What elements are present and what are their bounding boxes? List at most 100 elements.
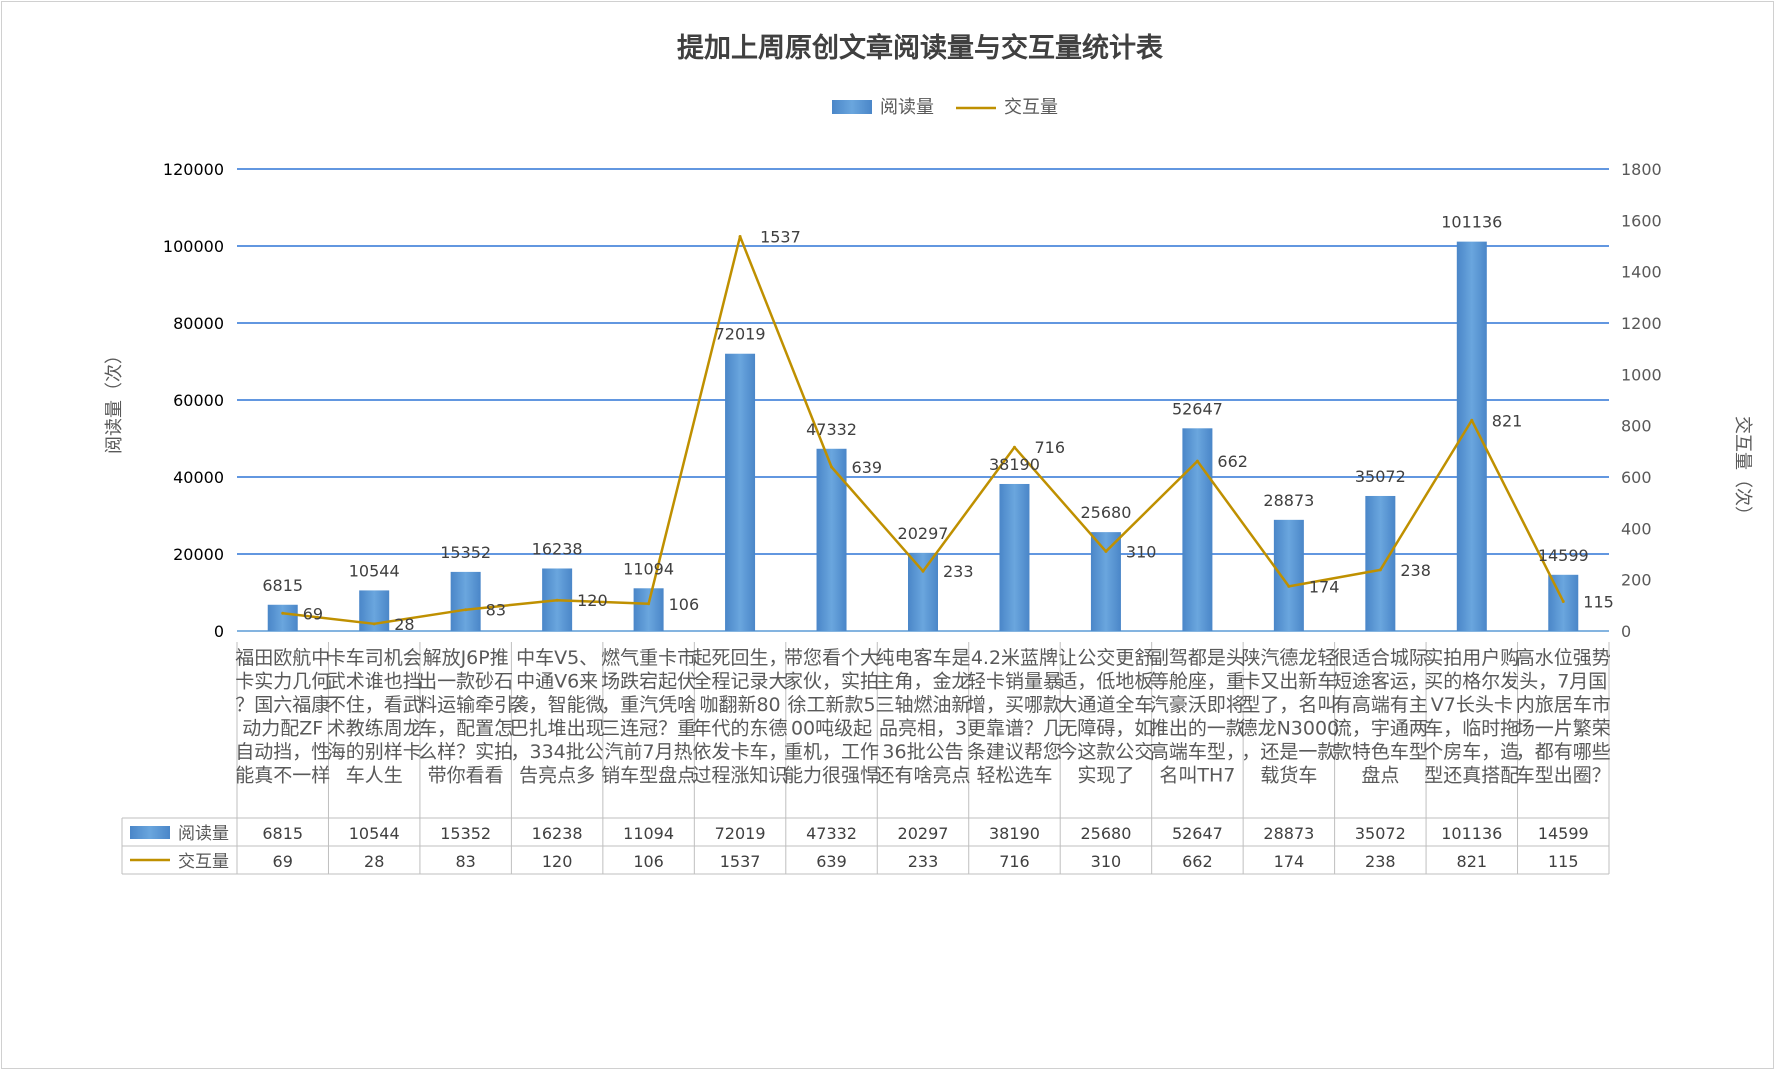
bar [267,604,298,631]
bar [816,448,847,631]
bar-value-label: 6815 [262,576,303,595]
line-value-label: 662 [1217,452,1248,471]
line-value-label: 83 [486,601,506,620]
line-point [921,569,925,573]
y-left-axis-title: 阅读量（次） [104,346,125,454]
table-cell-reads: 20297 [898,824,949,843]
legend-swatch-reads [832,100,872,114]
table-row-header-reads: 阅读量 [178,824,229,844]
bar-value-label: 16238 [532,539,583,558]
bar-value-label: 52647 [1172,399,1223,418]
y-right-tick-label: 1000 [1621,365,1662,384]
bar [1273,519,1304,631]
table-cell-reads: 11094 [623,824,674,843]
category-label: 解放J6P推出一款砂石料运输牵引车，配置怎么样？实拍带你看看 [418,647,513,787]
table-cell-interactions: 115 [1548,852,1579,871]
bar-value-label: 10544 [349,561,400,580]
category-label: 卡车司机会武术谁也挡不住，看武术教练周龙海的别样卡车人生 [327,647,422,787]
line-point [1195,459,1199,463]
line-value-label: 106 [669,595,700,614]
line-point [1104,549,1108,553]
line-point [1561,599,1565,603]
line-value-label: 716 [1034,438,1065,457]
y-right-axis-title: 交互量（次） [1732,416,1753,524]
category-label: 4.2米蓝牌轻卡销量暴增，买哪款更靠谱？几条建议帮您轻松选车 [967,647,1062,787]
line-point [555,598,559,602]
category-label: 燃气重卡市场跌宕起伏，重汽凭啥三连冠？重汽前7月热销车型盘点 [601,647,696,787]
line-point [372,622,376,626]
chart-title: 提加上周原创文章阅读量与交互量统计表 [677,32,1163,64]
table-cell-reads: 14599 [1538,824,1589,843]
line-series [281,235,1565,626]
line-point [464,608,468,612]
bar-value-label: 35072 [1355,467,1406,486]
category-label: 高水位强势头，7月国内旅居车市场一片繁荣，都有哪些车型出圈？ [1516,647,1611,787]
y-right-tick-label: 600 [1621,468,1652,487]
data-labels: 6815 10544 15352 16238 11094 72019 47332 20297 3… [262,213,1613,634]
category-label: 陕汽德龙轻卡又出新车型了，名叫德龙N3000 ，还是一款载货车 [1239,647,1340,787]
y-left-tick-label: 120000 [163,160,224,179]
table-cell-reads: 16238 [532,824,583,843]
line-value-label: 28 [394,615,414,634]
bar-value-label: 15352 [440,543,491,562]
table-cell-interactions: 174 [1274,852,1305,871]
table-cell-interactions: 28 [364,852,384,871]
y-right-tick-label: 200 [1621,571,1652,590]
table-cell-reads: 52647 [1172,824,1223,843]
category-label: 纯电客车是主角，金龙三轴燃油新品亮相，3 36批公告还有啥亮点 [875,647,970,787]
bar-value-label: 47332 [806,420,857,439]
bar-value-label: 11094 [623,559,674,578]
bar-value-label: 38190 [989,455,1040,474]
y-right-tick-label: 1400 [1621,263,1662,282]
category-label: 带您看个大家伙，实拍徐工新款5 00吨级起重机，工作能力很强悍 [784,647,879,787]
table-cell-interactions: 310 [1091,852,1122,871]
bar [1182,428,1213,631]
bar-value-label: 14599 [1538,546,1589,565]
category-label: 副驾都是头等舱座，重汽豪沃即将推出的一款高端车型，名叫TH7 [1150,647,1245,787]
bar-value-label: 20297 [898,524,949,543]
bar [999,483,1030,631]
table-cell-interactions: 821 [1457,852,1488,871]
y-left-tick-label: 80000 [173,314,224,333]
bar [1090,532,1121,631]
table-cell-interactions: 716 [999,852,1030,871]
line-value-label: 310 [1126,542,1157,561]
table-cell-reads: 28873 [1263,824,1314,843]
table-row-header-interactions: 交互量 [178,852,229,872]
line-value-label: 115 [1583,592,1614,611]
bar-value-label: 101136 [1441,213,1502,232]
line-point [1287,584,1291,588]
table-swatch-reads [130,826,170,839]
table-cell-reads: 15352 [440,824,491,843]
line-value-label: 639 [852,458,883,477]
table-cell-interactions: 233 [908,852,939,871]
category-label: 福田欧航中卡实力几何？国六福康动力配ZF 自动挡，性能真不一样 [235,647,330,787]
data-table: 福田欧航中卡实力几何？国六福康动力配ZF 自动挡，性能真不一样卡车司机会武术谁也挡… [121,642,1611,875]
y-right-tick-label: 1200 [1621,314,1662,333]
legend-label-reads: 阅读量 [880,97,934,118]
bar [725,353,756,631]
category-label: 中车V5、中通V6来袭，智能微巴扎堆出现，334批公告亮点多 [510,647,605,787]
table-cell-interactions: 83 [455,852,475,871]
y-right-tick-label: 1800 [1621,160,1662,179]
table-cell-reads: 101136 [1441,824,1502,843]
table-cell-reads: 6815 [262,824,303,843]
table-cell-interactions: 106 [633,852,664,871]
table-cell-interactions: 238 [1365,852,1396,871]
line-point [1012,445,1016,449]
legend-label-interactions: 交互量 [1004,97,1058,118]
line-value-label: 69 [303,604,323,623]
line-point [830,465,834,469]
line-value-label: 174 [1309,577,1340,596]
bar-value-label: 72019 [715,325,766,344]
table-cell-interactions: 69 [273,852,293,871]
table-cell-interactions: 662 [1182,852,1213,871]
y-right-tick-label: 1600 [1621,211,1662,230]
line-value-label: 120 [577,591,608,610]
table-cell-interactions: 1537 [720,852,761,871]
table-cell-reads: 38190 [989,824,1040,843]
bar [633,588,664,631]
line-point [1378,568,1382,572]
